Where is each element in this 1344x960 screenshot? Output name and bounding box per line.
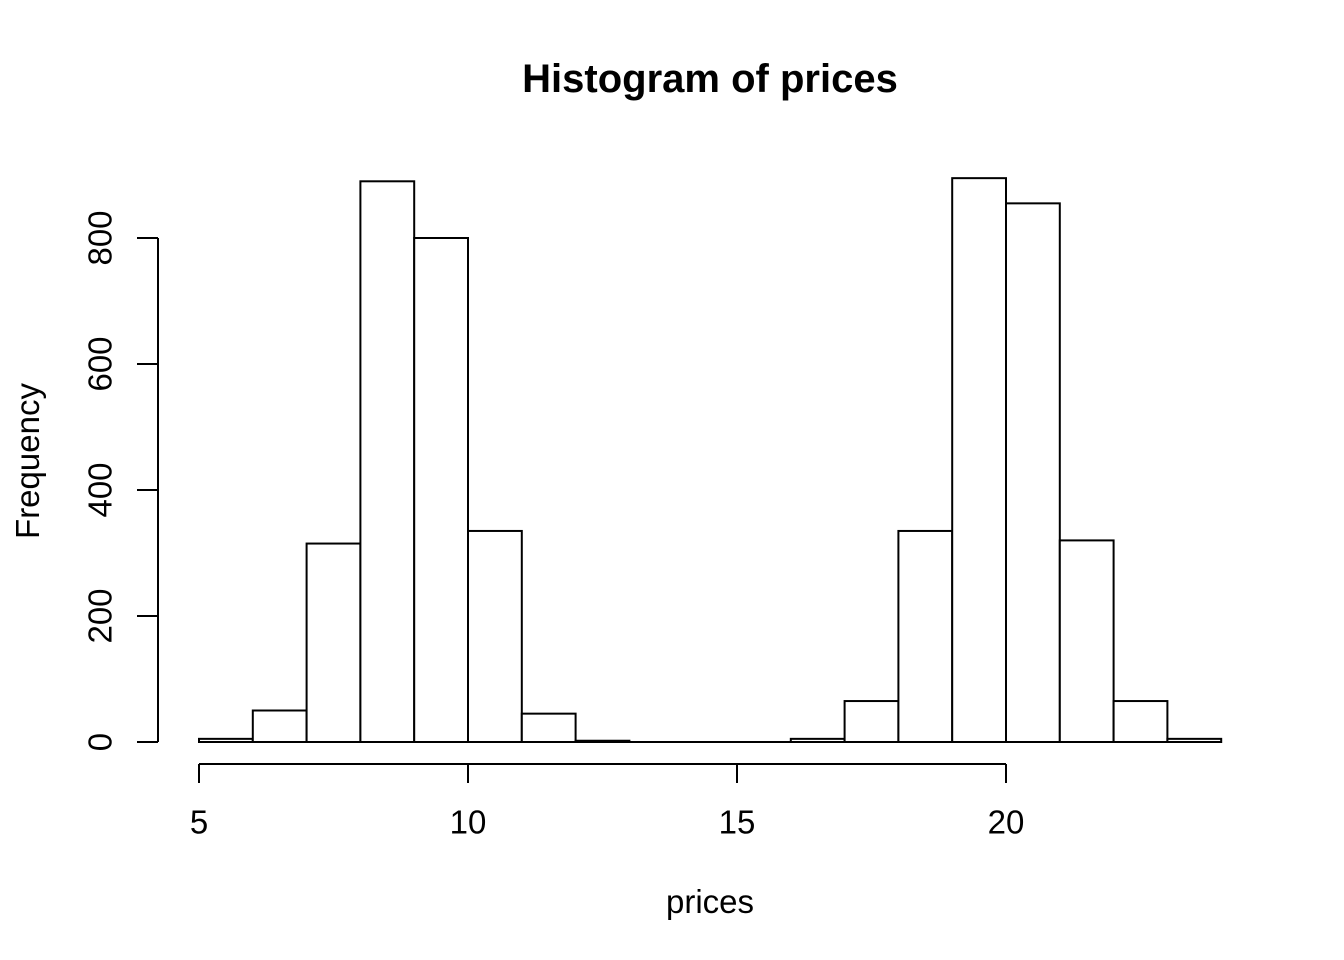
histogram-bar xyxy=(1112,700,1169,743)
histogram-bar xyxy=(359,180,416,744)
histogram-bar xyxy=(305,542,362,743)
y-tick-label: 200 xyxy=(82,588,119,643)
histogram-bar xyxy=(1005,202,1061,744)
histogram-bar xyxy=(897,529,954,744)
x-tick-label: 20 xyxy=(988,804,1025,841)
histogram-bar xyxy=(413,237,470,743)
y-tick-label: 800 xyxy=(82,210,119,265)
y-tick-label: 0 xyxy=(82,733,119,751)
y-tick-label: 600 xyxy=(82,336,119,391)
histogram-bar xyxy=(520,712,577,744)
x-tick-label: 15 xyxy=(719,804,756,841)
x-tick-label: 10 xyxy=(450,804,487,841)
histogram-bar xyxy=(951,177,1008,743)
histogram-bar xyxy=(1058,539,1115,744)
histogram-bar xyxy=(467,529,523,744)
y-tick-label: 400 xyxy=(82,462,119,517)
x-tick-label: 5 xyxy=(190,804,208,841)
x-axis-label: prices xyxy=(665,883,755,920)
chart-title: Histogram of prices xyxy=(522,57,898,101)
histogram-bar xyxy=(843,700,900,743)
histogram-bar xyxy=(251,709,308,743)
